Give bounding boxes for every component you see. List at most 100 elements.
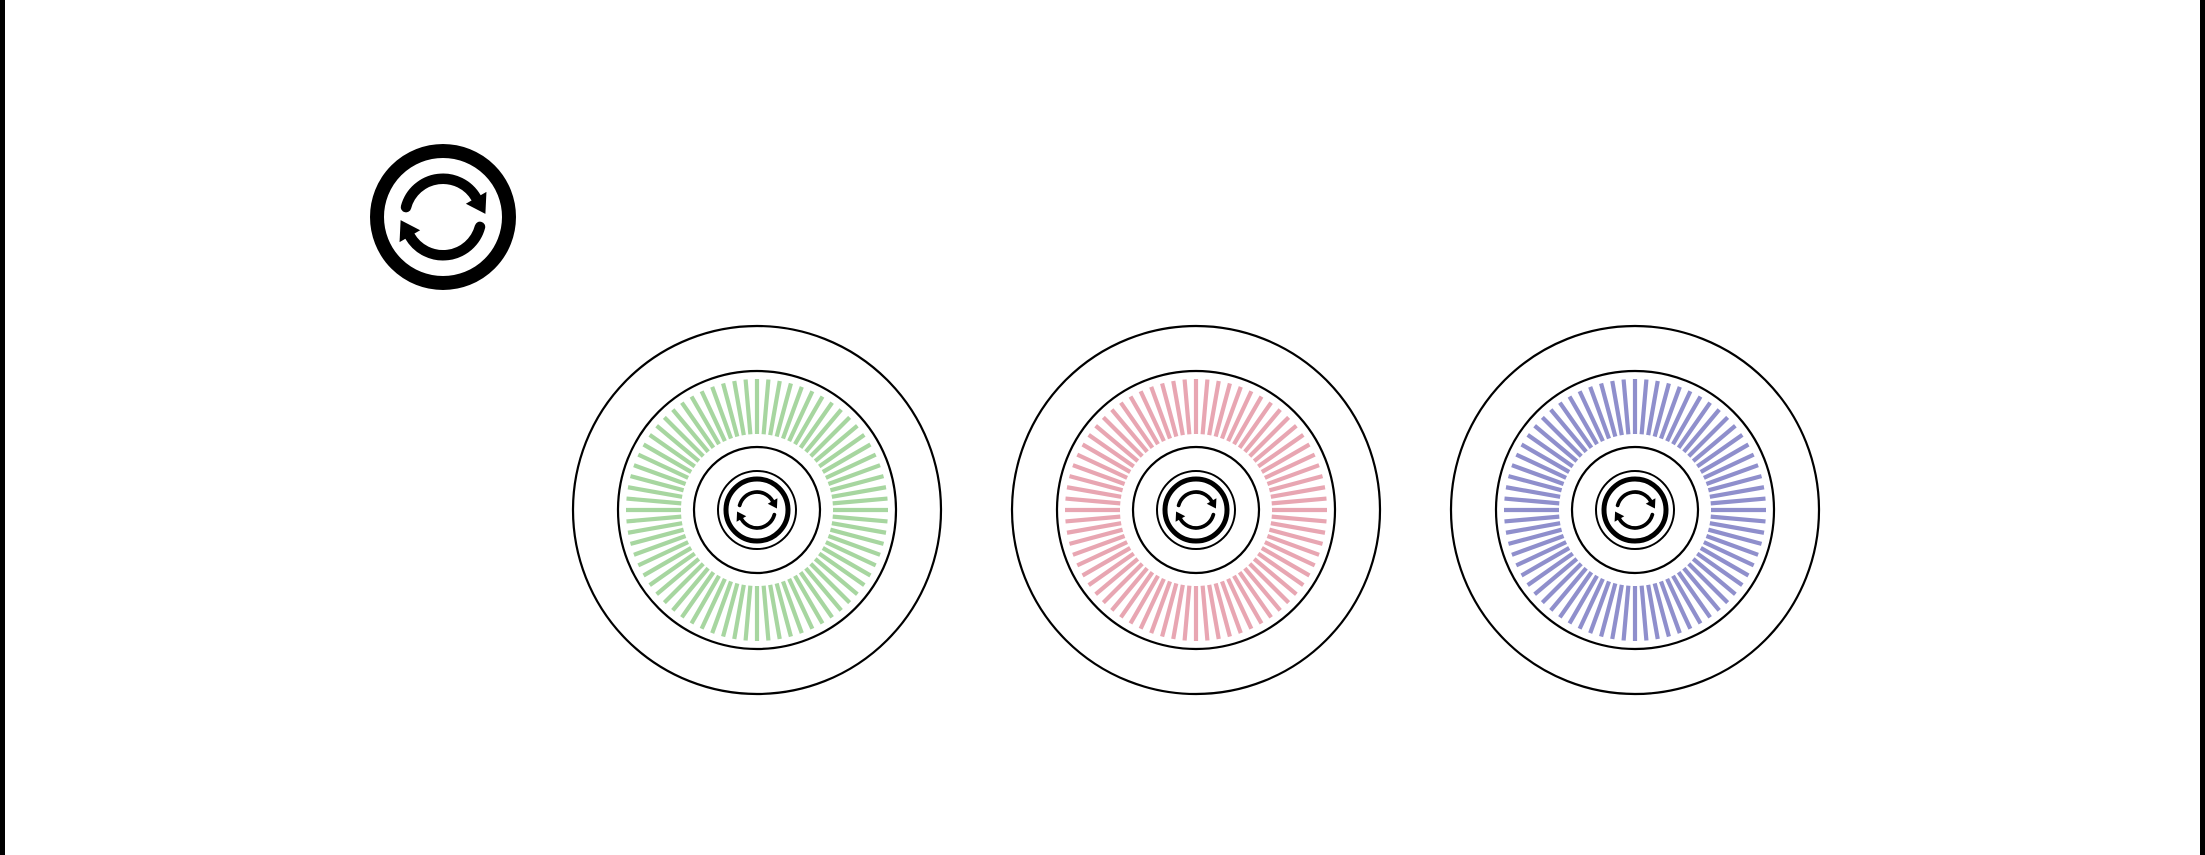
- tick-mark: [1248, 562, 1291, 605]
- tick-mark: [633, 534, 687, 557]
- tick-mark: [1260, 546, 1311, 578]
- tick-mark: [1248, 415, 1291, 458]
- tick-mark: [1072, 463, 1126, 486]
- tick-mark: [1149, 386, 1172, 440]
- middle-ring: [1494, 369, 1776, 651]
- tick-mark: [1263, 540, 1316, 568]
- tick-mark: [821, 546, 872, 578]
- tick-mark: [1702, 540, 1755, 568]
- tick-mark: [648, 551, 696, 587]
- tick-mark: [831, 485, 887, 499]
- tick-mark: [1066, 485, 1122, 499]
- tick-mark: [1081, 546, 1132, 578]
- outer-ring: [1449, 324, 1821, 696]
- tick-mark: [1610, 584, 1624, 640]
- tick-mark: [1610, 380, 1624, 436]
- tick-mark: [1676, 571, 1712, 619]
- tick-mark: [1237, 401, 1273, 449]
- tick-mark: [1128, 395, 1160, 446]
- tick-mark: [1232, 574, 1264, 625]
- tick-mark: [1076, 452, 1129, 480]
- tick-mark: [637, 540, 690, 568]
- tick-mark: [787, 577, 815, 630]
- tick-mark: [671, 408, 710, 454]
- tick-mark: [1507, 474, 1563, 493]
- tick-mark: [1621, 585, 1631, 641]
- tick-mark: [721, 582, 740, 638]
- sync-icon: [1162, 476, 1230, 544]
- tick-mark: [798, 571, 834, 619]
- tick-mark: [1268, 474, 1324, 493]
- tick-mark: [1087, 551, 1135, 587]
- tick-mark: [1220, 386, 1243, 440]
- tick-mark: [1621, 379, 1631, 435]
- tick-mark: [1207, 584, 1221, 640]
- inner-ring: [692, 445, 822, 575]
- tick-mark: [699, 577, 727, 630]
- tick-mark: [1707, 474, 1763, 493]
- tick-mark: [1068, 474, 1124, 493]
- tick-mark: [648, 433, 696, 469]
- tick-mark: [813, 424, 859, 463]
- tick-mark: [1505, 485, 1561, 499]
- tick-mark: [689, 574, 721, 625]
- tick-mark: [1065, 514, 1121, 524]
- tick-mark: [1520, 442, 1571, 474]
- tick-mark: [1128, 574, 1160, 625]
- tick-mark: [1526, 551, 1574, 587]
- tick-mark: [768, 380, 782, 436]
- tick-mark: [1119, 571, 1155, 619]
- tick-mark: [1504, 514, 1560, 524]
- tick-mark: [1110, 566, 1149, 612]
- tick-mark: [1705, 534, 1759, 557]
- tick-mark: [1558, 571, 1594, 619]
- tick-mark: [710, 580, 733, 634]
- tick-mark: [1699, 442, 1750, 474]
- middle-ring: [616, 369, 898, 651]
- tick-mark: [1533, 424, 1579, 463]
- tick-mark: [774, 382, 793, 438]
- tick-mark: [787, 390, 815, 443]
- tick-mark: [1549, 408, 1588, 454]
- tick-mark: [1260, 442, 1311, 474]
- tick-mark: [813, 557, 859, 596]
- tick-mark: [626, 514, 682, 524]
- tick-marks: [626, 379, 888, 641]
- tick-marks: [1504, 379, 1766, 641]
- tick-mark: [1087, 433, 1135, 469]
- tick-mark: [1526, 433, 1574, 469]
- tick-mark: [1646, 584, 1660, 640]
- tick-mark: [793, 574, 825, 625]
- tick-mark: [1094, 557, 1140, 596]
- middle-ring: [1055, 369, 1337, 651]
- green-dial: [571, 324, 943, 696]
- tick-mark: [743, 585, 753, 641]
- tick-mark: [637, 452, 690, 480]
- tick-mark: [1588, 580, 1611, 634]
- tick-mark: [1076, 540, 1129, 568]
- tick-mark: [1252, 557, 1298, 596]
- outer-ring: [571, 324, 943, 696]
- tick-mark: [655, 424, 701, 463]
- tick-mark: [642, 546, 693, 578]
- tick-mark: [743, 379, 753, 435]
- tick-mark: [1710, 496, 1766, 506]
- tick-mark: [1682, 566, 1721, 612]
- tick-mark: [1504, 496, 1560, 506]
- tick-mark: [721, 382, 740, 438]
- tick-mark: [1232, 395, 1264, 446]
- tick-mark: [827, 534, 881, 557]
- tick-mark: [761, 379, 771, 435]
- tick-mark: [1266, 463, 1320, 486]
- tick-mark: [1705, 463, 1759, 486]
- tick-mark: [655, 557, 701, 596]
- tick-mark: [1639, 585, 1649, 641]
- tick-mark: [662, 415, 705, 458]
- tick-mark: [629, 527, 685, 546]
- tick-mark: [1072, 534, 1126, 557]
- tick-mark: [1226, 390, 1254, 443]
- tick-mark: [1687, 415, 1730, 458]
- tick-mark: [1220, 580, 1243, 634]
- tick-mark: [1567, 574, 1599, 625]
